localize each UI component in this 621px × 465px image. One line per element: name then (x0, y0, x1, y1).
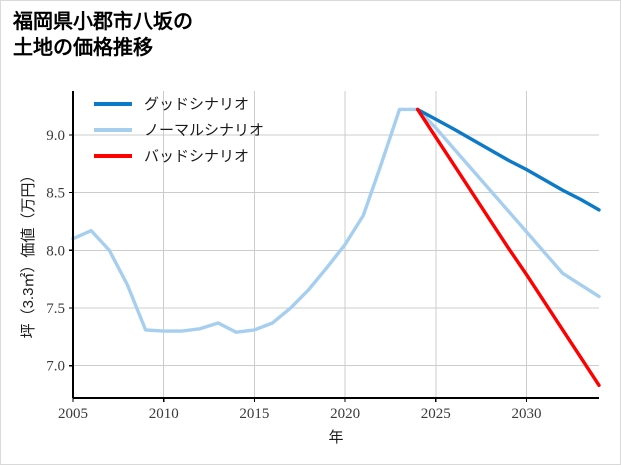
series-line-bad (415, 107, 601, 387)
legend-label-normal: ノーマルシナリオ (144, 122, 264, 139)
series-line-good (415, 107, 601, 212)
x-tick-label: 2030 (511, 406, 541, 422)
legend-label-good: グッドシナリオ (144, 96, 249, 113)
x-axis-title: 年 (328, 429, 343, 446)
x-tick-label: 2015 (239, 406, 269, 422)
y-tick-label: 9.0 (46, 128, 65, 144)
series-group (71, 107, 601, 387)
y-tick-group: 7.0 7.5 8.0 8.5 9.0 (46, 128, 73, 375)
series-line-normal (71, 107, 601, 334)
y-tick-label: 8.0 (46, 243, 65, 259)
gridlines-group (72, 91, 599, 398)
y-axis-title: 坪（3.3㎡）価値（万円） (20, 168, 37, 339)
x-tick-group: 2005 2010 2015 2020 2025 2030 (58, 398, 541, 422)
chart-title: 福岡県小郡市八坂の 土地の価格推移 (13, 11, 193, 60)
x-tick-label: 2020 (330, 406, 360, 422)
y-tick-label: 7.0 (46, 359, 65, 375)
y-tick-label: 8.5 (46, 186, 65, 202)
x-tick-label: 2005 (58, 406, 88, 422)
legend-label-bad: バッドシナリオ (144, 148, 249, 165)
x-tick-label: 2010 (149, 406, 179, 422)
axis-spines (71, 91, 599, 400)
x-tick-label: 2025 (421, 406, 451, 422)
y-tick-label: 7.5 (46, 301, 65, 317)
